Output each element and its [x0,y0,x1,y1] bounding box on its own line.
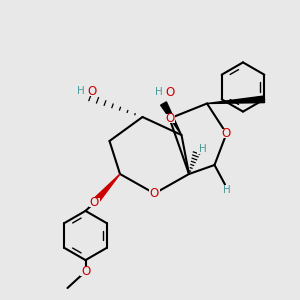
Polygon shape [160,102,182,135]
Polygon shape [207,96,265,103]
FancyBboxPatch shape [221,129,232,138]
FancyBboxPatch shape [77,87,97,96]
FancyBboxPatch shape [164,114,175,123]
Text: O: O [150,187,159,200]
Polygon shape [92,174,120,205]
Text: O: O [90,196,99,209]
FancyBboxPatch shape [89,198,100,207]
Text: O: O [165,85,174,99]
Text: H: H [223,185,230,195]
Text: O: O [81,265,90,278]
FancyBboxPatch shape [80,267,91,276]
FancyBboxPatch shape [156,87,174,97]
Text: O: O [165,112,174,125]
Text: H: H [199,144,207,154]
Text: O: O [222,127,231,140]
Text: O: O [87,85,96,98]
Text: H: H [76,86,84,97]
Text: H: H [154,86,162,97]
FancyBboxPatch shape [221,185,232,193]
FancyBboxPatch shape [149,189,160,198]
FancyBboxPatch shape [197,146,207,154]
